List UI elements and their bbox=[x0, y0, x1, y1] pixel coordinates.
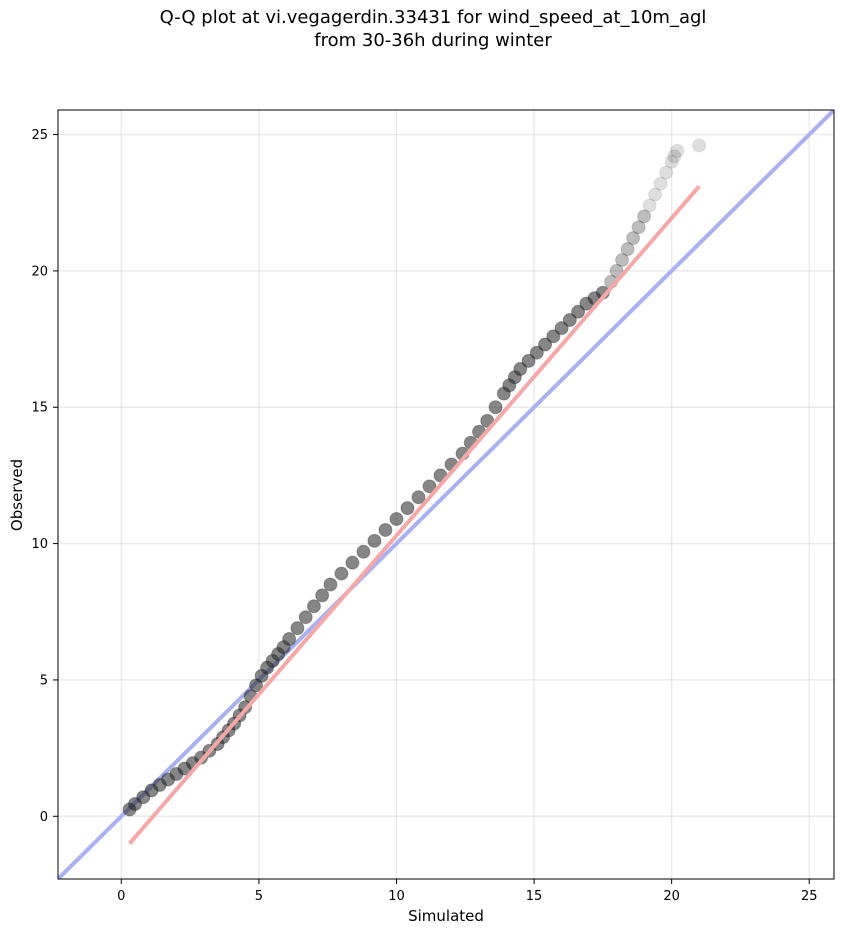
quantile-point bbox=[554, 321, 569, 336]
chart-title-line-1: Q-Q plot at vi.vegagerdin.33431 for wind… bbox=[159, 7, 707, 28]
x-axis: 0 5 10 15 20 25 bbox=[117, 879, 818, 904]
x-axis-label: Simulated bbox=[408, 907, 484, 925]
quantile-point bbox=[562, 312, 577, 327]
chart-title: Q-Q plot at vi.vegagerdin.33431 for wind… bbox=[0, 6, 843, 52]
quantile-point bbox=[546, 329, 561, 344]
quantile-point bbox=[653, 176, 668, 191]
quantile-point bbox=[290, 621, 305, 636]
quantile-point bbox=[609, 263, 624, 278]
quantile-point bbox=[356, 544, 371, 559]
quantile-point bbox=[282, 632, 297, 647]
quantile-point bbox=[334, 566, 349, 581]
quantile-points bbox=[122, 138, 707, 817]
quantile-point bbox=[571, 304, 586, 319]
plot-frame bbox=[57, 109, 835, 880]
quantile-point bbox=[411, 490, 426, 505]
quantile-point bbox=[626, 231, 641, 246]
y-tick-label: 25 bbox=[31, 128, 48, 143]
quantile-point bbox=[323, 577, 338, 592]
y-tick-label: 5 bbox=[40, 673, 48, 688]
quantile-point bbox=[637, 209, 652, 224]
y-axis-label: Observed bbox=[8, 459, 26, 531]
x-tick-label: 5 bbox=[255, 889, 263, 904]
y-tick-label: 15 bbox=[31, 401, 48, 416]
quantile-point bbox=[367, 533, 382, 548]
quantile-point bbox=[513, 362, 528, 377]
identity-line bbox=[58, 110, 834, 879]
quantile-point bbox=[422, 479, 437, 494]
quantile-point bbox=[664, 154, 679, 169]
quantile-point bbox=[298, 610, 313, 625]
x-tick-label: 0 bbox=[117, 889, 125, 904]
quantile-point bbox=[620, 242, 635, 257]
quantile-point bbox=[389, 512, 404, 527]
quantile-point bbox=[538, 337, 553, 352]
quantile-point bbox=[659, 165, 674, 180]
quantile-point bbox=[642, 198, 657, 213]
quantile-point bbox=[345, 555, 360, 570]
fit-line bbox=[128, 185, 701, 845]
quantile-point bbox=[521, 353, 536, 368]
x-tick-label: 25 bbox=[801, 889, 818, 904]
x-tick-label: 10 bbox=[388, 889, 405, 904]
y-axis: 0 5 10 15 20 25 bbox=[31, 128, 58, 825]
quantile-point bbox=[615, 252, 630, 267]
y-tick-label: 20 bbox=[31, 264, 48, 279]
quantile-point bbox=[529, 345, 544, 360]
quantile-point bbox=[306, 599, 321, 614]
quantile-point bbox=[631, 220, 646, 235]
x-tick-label: 15 bbox=[526, 889, 543, 904]
quantile-point bbox=[667, 149, 682, 164]
quantile-point bbox=[315, 588, 330, 603]
x-tick-label: 20 bbox=[663, 889, 680, 904]
y-tick-label: 0 bbox=[40, 810, 48, 825]
quantile-point bbox=[378, 522, 393, 537]
quantile-point bbox=[488, 400, 503, 415]
quantile-point bbox=[670, 143, 685, 158]
quantile-point bbox=[692, 138, 707, 153]
quantile-point bbox=[400, 501, 415, 516]
y-tick-label: 10 bbox=[31, 537, 48, 552]
grid-lines bbox=[58, 110, 834, 879]
quantile-point bbox=[648, 187, 663, 202]
chart-title-line-2: from 30-36h during winter bbox=[314, 30, 552, 51]
